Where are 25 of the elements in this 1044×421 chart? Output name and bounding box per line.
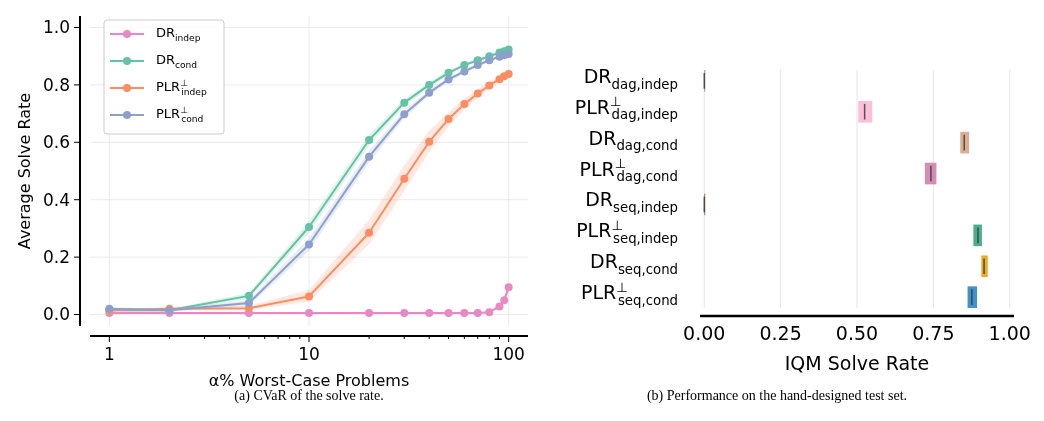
text: (a) CVaR of the solve rate. xyxy=(234,388,384,404)
y-tick-label: DR$_{seq,indep}$ xyxy=(585,188,678,216)
y-tick-label: 0.6 xyxy=(42,132,70,153)
x-tick-label: 0.75 xyxy=(912,322,955,344)
x-tick-label: 10 xyxy=(298,344,320,364)
y-tick-label: DR$_{dag,cond}$ xyxy=(588,126,678,154)
legend-label: DR$_{cond}$ xyxy=(156,52,198,70)
x-tick-label: 1.00 xyxy=(988,322,1031,344)
x-axis-title: IQM Solve Rate xyxy=(784,352,930,374)
y-tick-label: DR$_{dag,indep}$ xyxy=(583,64,678,92)
y-tick-label: 0.2 xyxy=(42,247,70,268)
y-tick-label: 0.0 xyxy=(42,304,70,325)
x-tick-label: 1 xyxy=(103,344,115,364)
y-axis-title: Average Solve Rate xyxy=(15,92,34,250)
y-tick-label: 1.0 xyxy=(42,17,70,38)
text: (b) Performance on the hand-designed test set. xyxy=(646,388,908,404)
x-tick-label: 100 xyxy=(492,344,525,364)
y-tick-label: DR$_{seq,cond}$ xyxy=(590,250,678,277)
x-axis-title: α% Worst-Case Problems xyxy=(208,371,410,390)
y-tick-label: 0.4 xyxy=(42,189,70,210)
x-tick-label: 0.25 xyxy=(759,322,802,344)
x-tick-label: 0.50 xyxy=(835,322,879,344)
x-tick-label: 0.00 xyxy=(683,322,726,344)
y-tick-label: 0.8 xyxy=(42,74,70,95)
legend-label: DR$_{indep}$ xyxy=(156,25,201,43)
